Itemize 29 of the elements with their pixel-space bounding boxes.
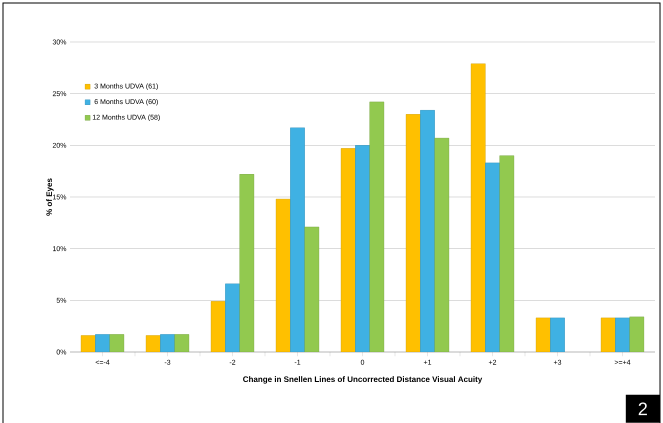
bar <box>615 318 630 352</box>
bar <box>146 335 161 352</box>
bar <box>499 155 514 352</box>
bar <box>304 226 320 352</box>
bar <box>95 334 110 352</box>
text: 2 <box>638 402 647 416</box>
bar <box>420 110 435 352</box>
bar <box>174 334 190 352</box>
bar <box>290 128 305 352</box>
bar <box>276 198 291 352</box>
bar <box>239 174 254 352</box>
bar <box>434 138 450 352</box>
bar <box>369 102 384 352</box>
bar <box>536 318 551 352</box>
y-axis-title: % of Eyes <box>46 178 54 216</box>
bar <box>355 145 370 352</box>
x-axis-title: Change in Snellen Lines of Uncorrected Distance Visual Acuity <box>243 376 482 384</box>
bar <box>160 334 175 352</box>
bar <box>485 162 500 352</box>
bar <box>470 64 486 352</box>
bar <box>629 316 644 352</box>
bar <box>550 318 565 352</box>
bar <box>210 301 226 352</box>
bar <box>109 334 124 352</box>
bar <box>225 284 240 352</box>
bar <box>600 318 616 352</box>
bar <box>340 148 356 352</box>
bar <box>80 335 96 352</box>
bar <box>406 114 421 352</box>
